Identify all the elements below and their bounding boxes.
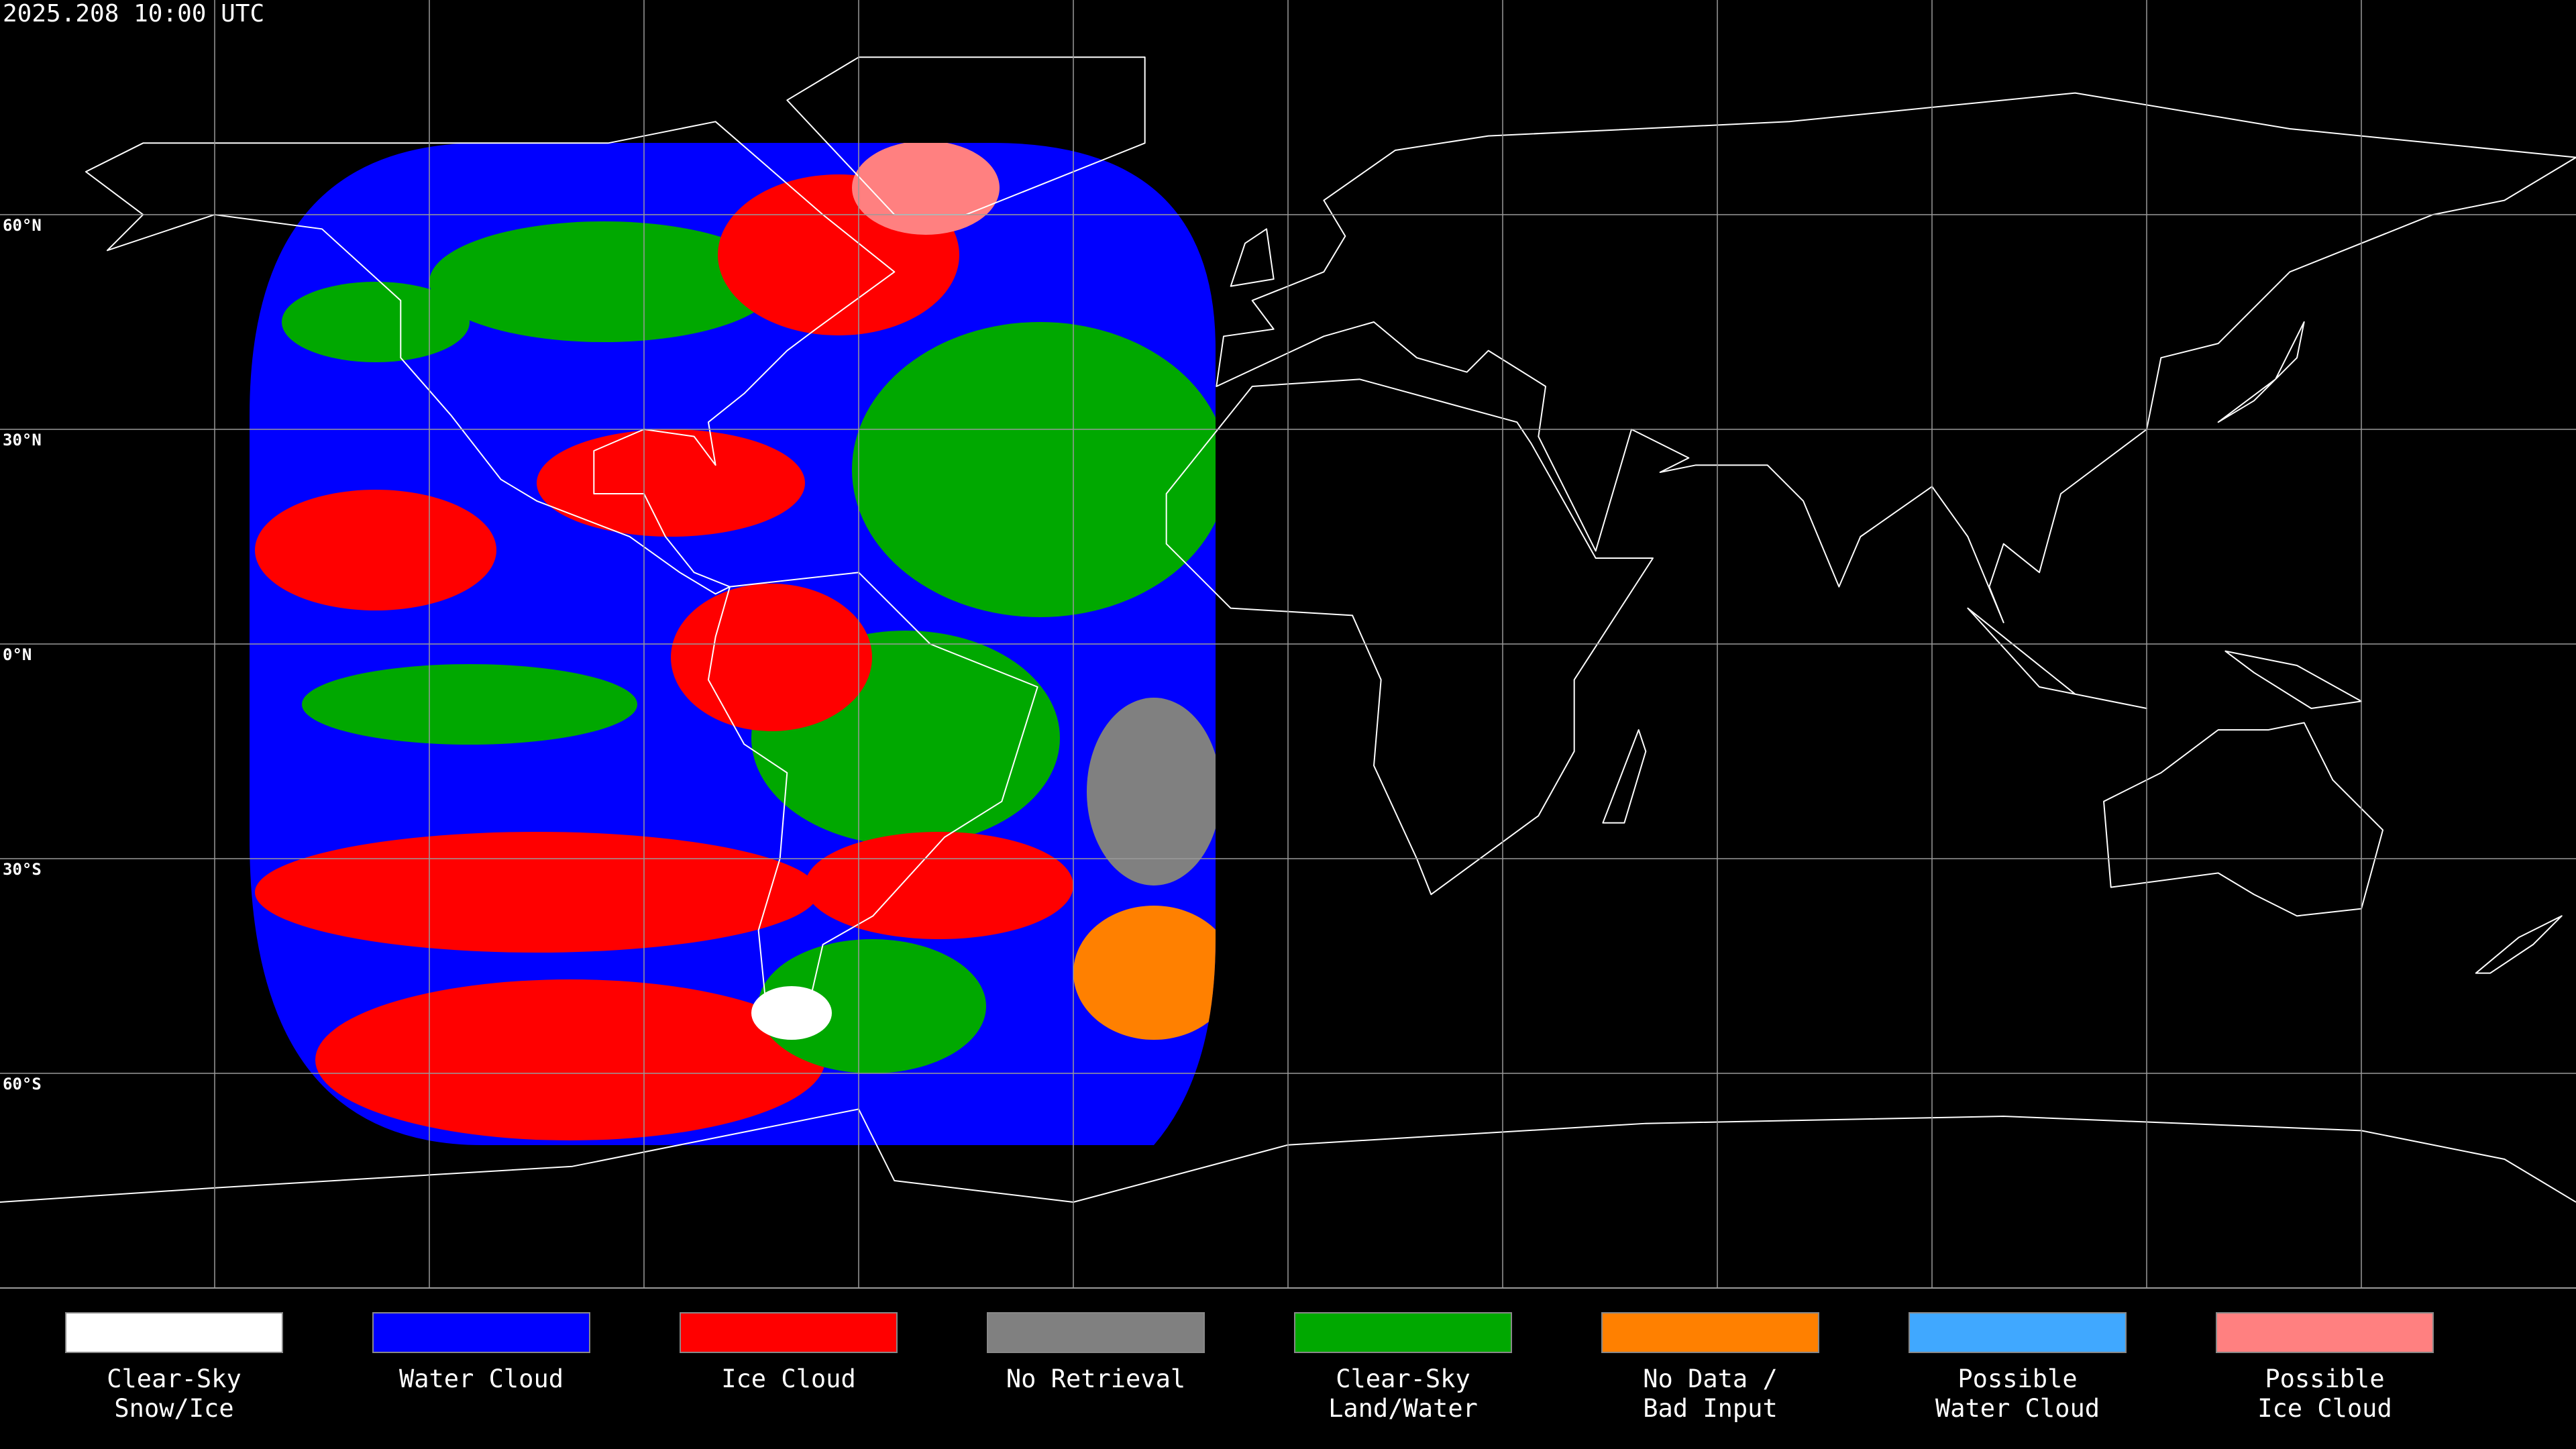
legend-label: No Retrieval bbox=[1006, 1364, 1185, 1393]
title: 2025.208 10:00 UTC bbox=[3, 0, 264, 28]
latitude-label: 30°N bbox=[3, 431, 42, 449]
legend-swatch bbox=[372, 1312, 590, 1353]
legend-label: Clear-Sky bbox=[1336, 1364, 1470, 1393]
legend-label: Bad Input bbox=[1643, 1394, 1777, 1423]
latitude-label: 60°S bbox=[3, 1075, 42, 1093]
legend-swatch bbox=[1601, 1312, 1819, 1353]
legend-label: Ice Cloud bbox=[2257, 1394, 2392, 1423]
coastlines bbox=[0, 57, 2576, 1202]
legend-label: Land/Water bbox=[1328, 1394, 1478, 1423]
legend-label: Water Cloud bbox=[1935, 1394, 2100, 1423]
legend-swatch bbox=[2216, 1312, 2434, 1353]
legend-swatch bbox=[680, 1312, 898, 1353]
legend-swatch bbox=[1294, 1312, 1512, 1353]
legend-label: Snow/Ice bbox=[114, 1394, 233, 1423]
legend-label: Water Cloud bbox=[399, 1364, 564, 1393]
legend-label: Ice Cloud bbox=[721, 1364, 855, 1393]
legend-label: Possible bbox=[1957, 1364, 2077, 1393]
latitude-label: 30°S bbox=[3, 860, 42, 879]
legend-swatch bbox=[1909, 1312, 2127, 1353]
latitude-label: 0°N bbox=[3, 645, 32, 664]
legend-swatch bbox=[65, 1312, 283, 1353]
latitude-label: 60°N bbox=[3, 216, 42, 235]
legend-label: No Data / bbox=[1643, 1364, 1777, 1393]
legend-label: Clear-Sky bbox=[107, 1364, 241, 1393]
legend-swatch bbox=[987, 1312, 1205, 1353]
legend-label: Possible bbox=[2265, 1364, 2384, 1393]
